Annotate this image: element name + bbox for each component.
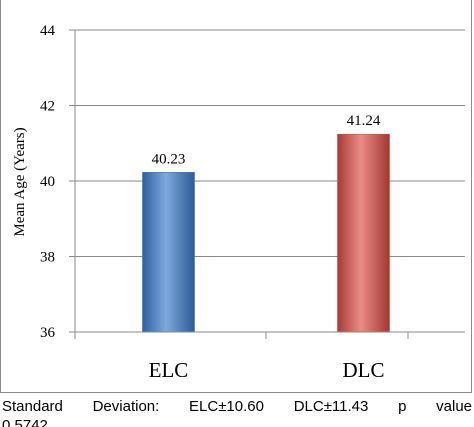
- category-label-dlc: DLC: [343, 358, 385, 382]
- gridlines: [74, 29, 465, 332]
- bar-chart: 36 38 40 42 44 40.23 41.24 ELC DLC Mean Age (Y…: [12, 23, 465, 382]
- bar-elc: [142, 172, 195, 333]
- data-label-dlc: 41.24: [347, 113, 381, 129]
- chart-frame: [0, 0, 472, 393]
- y-tick-label: 40: [40, 174, 55, 190]
- y-tick-label: 42: [40, 99, 55, 115]
- y-tick-label: 44: [40, 23, 56, 39]
- y-tick-label: 38: [40, 250, 55, 266]
- category-label-elc: ELC: [149, 358, 189, 382]
- caption-line-1: Standard Deviation: ELC±10.60 DLC±11.43 …: [2, 398, 472, 415]
- caption-line-2: 0.5742: [2, 417, 48, 427]
- y-axis-title: Mean Age (Years): [12, 127, 28, 236]
- category-labels: ELC DLC: [149, 358, 385, 382]
- y-tick-label: 36: [40, 325, 56, 341]
- data-label-elc: 40.23: [152, 151, 186, 167]
- y-tick-labels: 36 38 40 42 44: [40, 23, 75, 341]
- bars: [142, 133, 390, 333]
- data-labels: 40.23 41.24: [152, 113, 381, 167]
- bar-dlc: [337, 133, 390, 333]
- x-axis: [74, 331, 465, 339]
